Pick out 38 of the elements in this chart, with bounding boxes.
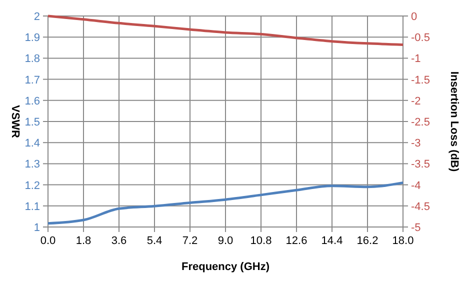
- y2-tick-label: 0: [411, 11, 418, 23]
- y2-tick-label: -1.5: [411, 74, 430, 86]
- x-tick-label: 18.0: [392, 235, 414, 247]
- x-tick-label: 9.0: [218, 235, 234, 247]
- y-tick-label: 1.5: [24, 116, 40, 128]
- y-tick-label: 1.7: [24, 74, 40, 86]
- y-tick-label: 1.9: [24, 32, 40, 44]
- y-tick-label: 1.4: [24, 138, 40, 150]
- x-tick-label: 16.2: [356, 235, 378, 247]
- y2-tick-label: -3.5: [411, 158, 430, 171]
- x-tick-label: 10.8: [250, 235, 272, 247]
- line-series: [46, 14, 404, 46]
- y-tick-label: 1.6: [24, 95, 40, 108]
- y2-tick-label: -2: [411, 95, 421, 108]
- x-tick-label: 7.2: [182, 235, 198, 247]
- y2-tick-label: -2.5: [411, 116, 430, 128]
- line-series: [46, 181, 404, 225]
- y-tick-label: 1.2: [24, 180, 40, 192]
- y2-tick-label: -5: [411, 222, 421, 234]
- y-tick-label: 1.8: [24, 53, 40, 66]
- y-axis-title: VSWR: [9, 105, 21, 138]
- y2-tick-label: -3: [411, 138, 421, 150]
- x-tick-label: 5.4: [146, 235, 162, 247]
- y2-tick-label: -0.5: [411, 32, 430, 44]
- y-tick-label: 1.1: [24, 200, 40, 213]
- y-tick-label: 1.3: [24, 158, 40, 171]
- x-tick-label: 12.6: [286, 235, 308, 247]
- x-tick-label: 1.8: [76, 235, 92, 247]
- y-tick-label: 2: [34, 11, 40, 23]
- y2-tick-label: -4.5: [411, 200, 430, 213]
- x-axis-title: Frequency (GHz): [181, 261, 270, 273]
- y2-axis-title: Insertion Loss (dB): [448, 71, 460, 172]
- y-tick-label: 1: [34, 222, 40, 234]
- x-tick-label: 0.0: [40, 235, 56, 247]
- x-tick-label: 14.4: [321, 235, 343, 247]
- y2-tick-label: -1: [411, 53, 421, 66]
- y2-tick-label: -4: [411, 180, 421, 192]
- x-tick-label: 3.6: [111, 235, 127, 247]
